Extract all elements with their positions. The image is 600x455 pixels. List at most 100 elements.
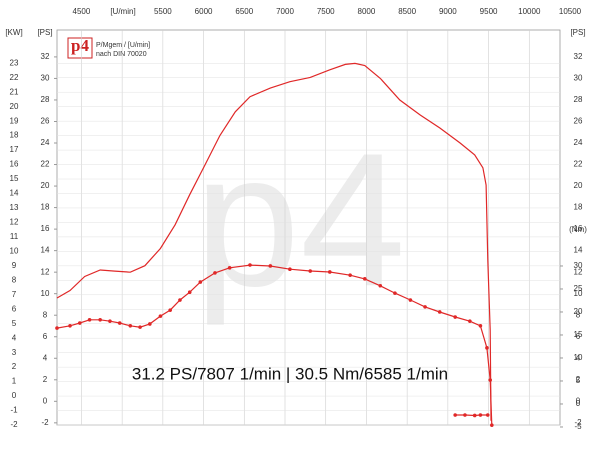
x-tick-label: 9000: [439, 7, 457, 16]
point: [378, 283, 383, 288]
point: [227, 266, 232, 270]
y-tick-label-right: 28: [574, 95, 583, 104]
x-tick-label: 8000: [358, 7, 376, 16]
y-tick-label: 16: [41, 224, 50, 233]
kw-tick-label: 4: [12, 333, 17, 342]
point: [393, 291, 397, 295]
x-axis-label: [U/min]: [110, 7, 135, 16]
point: [138, 325, 142, 329]
kw-tick-label: 1: [12, 377, 17, 386]
kw-tick-label: 6: [12, 304, 17, 313]
y-tick-label-right: 26: [574, 117, 583, 126]
point: [55, 326, 59, 330]
y-tick-label-right: 10: [574, 289, 583, 298]
point: [490, 423, 494, 427]
y-tick-label: 20: [41, 181, 50, 190]
kw-tick-label: 2: [12, 362, 17, 371]
point: [363, 277, 367, 281]
x-tick-label: 8500: [398, 7, 416, 16]
y-tick-label-right: 0: [576, 396, 581, 405]
kw-tick-label: 8: [12, 275, 17, 284]
y-tick-label-right: 6: [576, 332, 581, 341]
point: [437, 310, 442, 314]
kw-tick-label: 19: [10, 116, 19, 125]
logo: p4: [71, 36, 89, 55]
point: [408, 298, 413, 302]
point: [187, 290, 192, 294]
kw-tick-label: -2: [10, 420, 18, 429]
point: [453, 315, 457, 319]
y-tick-label: 28: [41, 95, 50, 104]
kw-tick-label: 18: [10, 131, 19, 140]
y-tick-label-right: 22: [574, 160, 583, 169]
y-tick-label: -2: [41, 418, 49, 427]
y-tick-label-right: 4: [576, 353, 581, 362]
kw-axis-label: [KW]: [5, 28, 22, 37]
point: [485, 346, 489, 350]
legend-line: P/Mgem / [U/min]: [96, 42, 150, 49]
kw-tick-label: 5: [12, 319, 17, 328]
y-tick-label: 8: [43, 310, 48, 319]
y2-tick-label: 30: [574, 261, 583, 270]
point: [213, 271, 217, 275]
series-line: [56, 62, 492, 421]
kw-tick-label: 21: [10, 87, 19, 96]
y-tick-label: 6: [43, 332, 48, 341]
x-tick-label: 10500: [559, 7, 582, 16]
y-tick-label-right: 12: [574, 267, 583, 276]
y-tick-label: 30: [41, 74, 50, 83]
kw-tick-label: 22: [10, 73, 19, 82]
y2-tick-label: 20: [574, 307, 583, 316]
point: [248, 263, 252, 267]
x-tick-label: 5500: [154, 7, 172, 16]
kw-tick-label: 23: [10, 58, 19, 67]
point: [478, 413, 483, 417]
point: [87, 317, 92, 322]
kw-tick-label: 16: [10, 160, 19, 169]
kw-tick-label: 11: [10, 232, 19, 241]
y2-tick-label: 15: [574, 330, 583, 339]
y-tick-label-right: -2: [574, 418, 582, 427]
y-tick-label: 4: [43, 353, 48, 362]
point: [68, 323, 72, 328]
point: [128, 323, 133, 328]
y-tick-label-right: 16: [574, 224, 583, 233]
y-tick-label: 22: [41, 160, 50, 169]
x-tick-label: 10000: [518, 7, 541, 16]
y2-tick-label: 5: [576, 376, 581, 385]
y-axis-label: [PS]: [37, 28, 52, 37]
kw-tick-label: 10: [10, 246, 19, 255]
kw-tick-label: 0: [12, 391, 17, 400]
y-tick-label-right: 32: [574, 52, 583, 61]
kw-tick-label: 15: [10, 174, 19, 183]
kw-tick-label: -1: [10, 406, 18, 415]
point: [108, 319, 112, 323]
y-tick-label-right: 18: [574, 203, 583, 212]
y2-tick-label: 25: [574, 284, 583, 293]
y-tick-label-right: 24: [574, 138, 583, 147]
x-tick-label: 4500: [73, 7, 91, 16]
kw-tick-label: 17: [10, 145, 19, 154]
y-tick-label: 0: [43, 396, 48, 405]
kw-tick-label: 13: [10, 203, 19, 212]
point: [327, 270, 332, 274]
y-tick-label: 32: [41, 52, 50, 61]
y-tick-label-right: 30: [574, 74, 583, 83]
kw-tick-label: 3: [12, 348, 17, 357]
kw-tick-label: 7: [12, 290, 17, 299]
point: [178, 298, 182, 302]
legend-line: nach DIN 70020: [96, 51, 147, 58]
point: [117, 321, 122, 325]
point: [168, 308, 172, 312]
x-tick-label: 9500: [480, 7, 498, 16]
y-tick-label-right: 2: [576, 375, 581, 384]
y-tick-label: 14: [41, 246, 50, 255]
y-tick-label-right: 8: [576, 310, 581, 319]
watermark: p4: [194, 114, 405, 326]
y-tick-label-right: 20: [574, 181, 583, 190]
point: [453, 413, 457, 417]
kw-tick-label: 20: [10, 102, 19, 111]
y-tick-label: 18: [41, 203, 50, 212]
y-tick-label-right: 14: [574, 246, 583, 255]
